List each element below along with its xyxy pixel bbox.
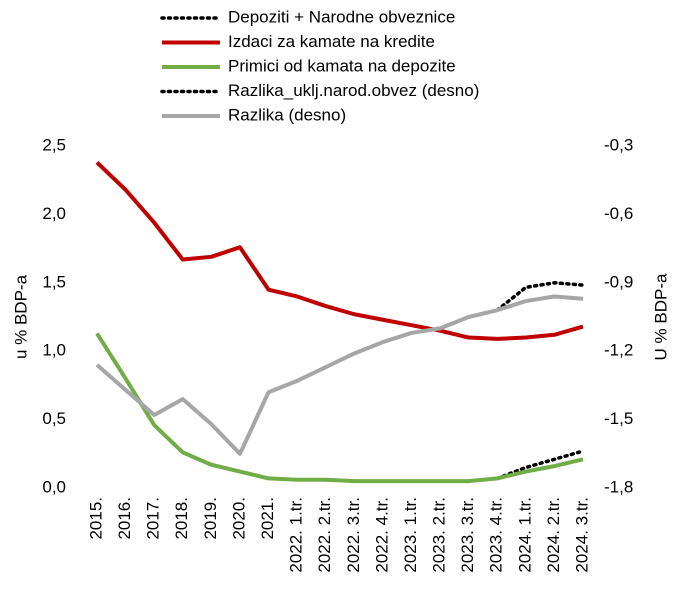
legend-label: Razlika_uklj.narod.obvez (desno) [228,81,479,100]
x-tick-label: 2023. 2.tr. [430,497,449,573]
y2-tick-label: -1,8 [604,477,633,496]
y2-tick-label: -0,9 [604,272,633,291]
y2-axis-label: U % BDP-a [651,273,670,360]
x-tick-label: 2022. 1.tr. [287,497,306,573]
x-tick-label: 2024. 3.tr. [572,497,591,573]
x-tick-label: 2017. [144,497,163,540]
legend-label: Depoziti + Narodne obveznice [228,7,455,26]
x-tick-label: 2015. [86,497,105,540]
x-tick-label: 2022. 2.tr. [315,497,334,573]
y2-tick-label: -0,6 [604,204,633,223]
y-tick-label: 2,5 [42,135,66,154]
y2-tick-label: -1,2 [604,341,633,360]
x-tick-label: 2022. 4.tr. [372,497,391,573]
y-tick-label: 2,0 [42,204,66,223]
x-tick-label: 2019. [201,497,220,540]
x-tick-label: 2018. [172,497,191,540]
y-tick-label: 1,0 [42,341,66,360]
series-line [95,332,584,484]
legend-label: Izdaci za kamate na kredite [228,32,435,51]
x-tick-label: 2023. 3.tr. [458,497,477,573]
x-tick-label: 2022. 3.tr. [344,497,363,573]
legend-label: Razlika (desno) [228,105,346,124]
x-tick-label: 2023. 4.tr. [487,497,506,573]
y-tick-label: 0,5 [42,409,66,428]
series-line [95,294,584,456]
y-axis-label: u % BDP-a [11,274,30,359]
x-tick-label: 2021. [258,497,277,540]
x-tick-label: 2023. 1.tr. [401,497,420,573]
x-tick-label: 2024. 1.tr. [515,497,534,573]
y-tick-label: 0,0 [42,477,66,496]
y2-tick-label: -1,5 [604,409,633,428]
x-tick-label: 2024. 2.tr. [544,497,563,573]
series-line [495,281,585,312]
x-tick-label: 2020. [229,497,248,540]
x-tick-label: 2016. [115,497,134,540]
series-line [95,160,584,341]
y-tick-label: 1,5 [42,272,66,291]
y2-tick-label: -0,3 [604,135,633,154]
legend-label: Primici od kamata na depozite [228,56,456,75]
